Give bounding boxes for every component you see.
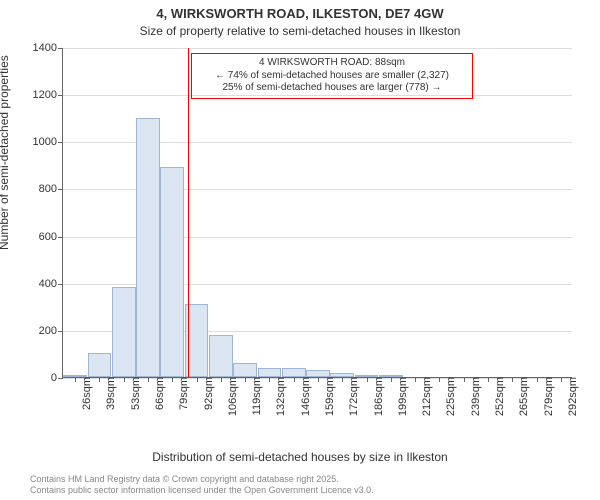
annotation-line3: 25% of semi-detached houses are larger (… — [198, 82, 466, 95]
reference-line — [188, 48, 189, 377]
x-tick-mark — [294, 377, 295, 382]
x-tick-label: 26sqm — [79, 377, 93, 410]
x-tick-label: 53sqm — [128, 377, 142, 410]
x-tick-mark — [99, 377, 100, 382]
y-tick-label: 200 — [39, 325, 63, 337]
histogram-bar — [233, 363, 257, 377]
x-tick-label: 265sqm — [516, 377, 530, 416]
x-tick-mark — [75, 377, 76, 382]
x-tick-label: 159sqm — [322, 377, 336, 416]
x-axis-label: Distribution of semi-detached houses by … — [0, 450, 600, 464]
y-tick-label: 400 — [39, 278, 63, 290]
y-tick-label: 1400 — [33, 42, 63, 54]
histogram-bar — [209, 335, 233, 377]
y-tick-label: 600 — [39, 231, 63, 243]
annotation-box: 4 WIRKSWORTH ROAD: 88sqm← 74% of semi-de… — [191, 53, 473, 99]
x-tick-mark — [439, 377, 440, 382]
x-tick-mark — [124, 377, 125, 382]
histogram-bar — [282, 368, 306, 377]
histogram-bar — [258, 368, 282, 377]
property-size-histogram: 4, WIRKSWORTH ROAD, ILKESTON, DE7 4GW Si… — [0, 0, 600, 500]
x-tick-label: 106sqm — [225, 377, 239, 416]
y-axis-label: Number of semi-detached properties — [0, 55, 11, 250]
annotation-line2: ← 74% of semi-detached houses are smalle… — [198, 70, 466, 83]
x-tick-label: 279sqm — [541, 377, 555, 416]
x-tick-label: 239sqm — [468, 377, 482, 416]
x-tick-label: 199sqm — [395, 377, 409, 416]
footer-attribution: Contains HM Land Registry data © Crown c… — [30, 474, 374, 496]
x-tick-label: 79sqm — [176, 377, 190, 410]
x-tick-mark — [488, 377, 489, 382]
x-tick-mark — [148, 377, 149, 382]
x-tick-label: 292sqm — [565, 377, 579, 416]
x-tick-mark — [221, 377, 222, 382]
x-tick-label: 172sqm — [346, 377, 360, 416]
x-tick-label: 39sqm — [103, 377, 117, 410]
histogram-bar — [160, 167, 184, 377]
histogram-bar — [88, 353, 112, 377]
y-tick-label: 1200 — [33, 89, 63, 101]
chart-title-line1: 4, WIRKSWORTH ROAD, ILKESTON, DE7 4GW — [0, 6, 600, 21]
x-tick-label: 186sqm — [371, 377, 385, 416]
x-tick-mark — [561, 377, 562, 382]
x-tick-label: 119sqm — [249, 377, 263, 415]
x-tick-mark — [269, 377, 270, 382]
x-tick-label: 212sqm — [419, 377, 433, 416]
x-tick-label: 252sqm — [492, 377, 506, 416]
footer-line2: Contains public sector information licen… — [30, 485, 374, 496]
histogram-bar — [306, 370, 330, 377]
x-tick-mark — [512, 377, 513, 382]
x-tick-mark — [342, 377, 343, 382]
x-tick-label: 132sqm — [273, 377, 287, 416]
chart-title-line2: Size of property relative to semi-detach… — [0, 24, 600, 38]
x-tick-label: 92sqm — [201, 377, 215, 410]
x-tick-mark — [537, 377, 538, 382]
x-tick-label: 66sqm — [152, 377, 166, 410]
x-tick-mark — [197, 377, 198, 382]
x-tick-mark — [415, 377, 416, 382]
x-tick-mark — [464, 377, 465, 382]
histogram-bar — [112, 287, 136, 377]
x-tick-mark — [172, 377, 173, 382]
x-tick-mark — [245, 377, 246, 382]
histogram-bar — [136, 118, 160, 377]
grid-line — [63, 48, 572, 49]
annotation-line1: 4 WIRKSWORTH ROAD: 88sqm — [198, 57, 466, 70]
plot-area: 020040060080010001200140026sqm39sqm53sqm… — [62, 48, 572, 378]
x-tick-mark — [318, 377, 319, 382]
y-tick-label: 0 — [51, 372, 63, 384]
y-tick-label: 1000 — [33, 136, 63, 148]
x-tick-label: 146sqm — [298, 377, 312, 416]
y-tick-label: 800 — [39, 183, 63, 195]
x-tick-mark — [391, 377, 392, 382]
x-tick-label: 225sqm — [443, 377, 457, 416]
footer-line1: Contains HM Land Registry data © Crown c… — [30, 474, 374, 485]
x-tick-mark — [367, 377, 368, 382]
